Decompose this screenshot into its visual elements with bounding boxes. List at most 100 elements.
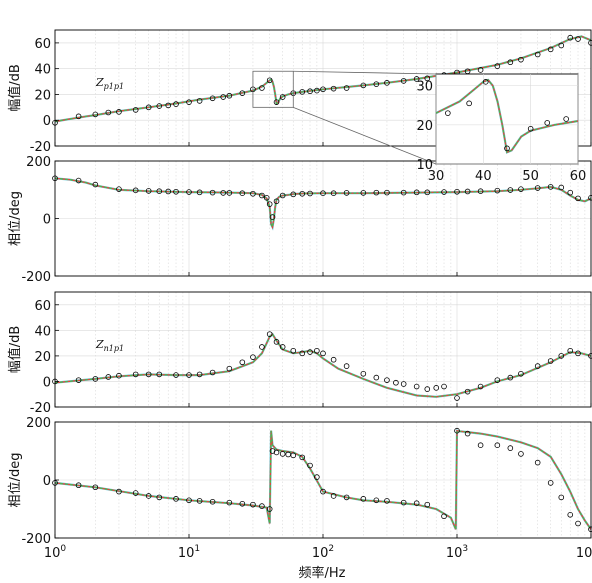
- y-axis-label: 相位/deg: [8, 453, 23, 508]
- data-point: [413, 500, 420, 507]
- data-point: [575, 195, 581, 202]
- data-point: [343, 494, 350, 501]
- zoom-box: [252, 70, 294, 108]
- data-point: [464, 188, 471, 195]
- y-tick-label: 20: [34, 350, 51, 365]
- data-point: [259, 503, 265, 509]
- data-point: [132, 187, 139, 194]
- data-point: [567, 34, 574, 41]
- data-point: [186, 189, 192, 195]
- panel-frame: [54, 160, 592, 277]
- data-point: [145, 104, 152, 111]
- data-point: [384, 189, 390, 196]
- data-point: [173, 372, 179, 378]
- y-tick-label: 0: [43, 213, 51, 228]
- x-axis-label: 频率/Hz: [299, 565, 346, 581]
- data-point: [413, 189, 420, 196]
- data-point: [477, 188, 484, 194]
- data-point: [209, 95, 216, 102]
- y-tick-label: 200: [26, 155, 51, 170]
- inset-layer: 30 40 50 60 10 20 30: [252, 70, 586, 184]
- data-point: [441, 189, 447, 195]
- data-point: [320, 190, 326, 197]
- data-point: [373, 189, 380, 196]
- data-point: [567, 189, 574, 196]
- data-point: [343, 363, 350, 369]
- data-point: [75, 482, 82, 489]
- data-point: [507, 59, 514, 66]
- data-point: [250, 190, 256, 197]
- y-tick-label: -20: [30, 401, 51, 416]
- data-point: [290, 347, 297, 354]
- data-point: [464, 388, 471, 395]
- panel-frame: [54, 29, 592, 147]
- data-point: [384, 498, 390, 504]
- data-point: [477, 67, 484, 73]
- data-point: [220, 94, 227, 100]
- data-point: [279, 451, 286, 457]
- data-point: [226, 365, 233, 372]
- data-point: [226, 190, 233, 196]
- y-axis-label: 幅值/dB: [7, 326, 23, 374]
- y-axis-label: 幅值/dB: [7, 64, 23, 112]
- data-point: [173, 188, 179, 195]
- y-tick-label: 0: [43, 114, 51, 129]
- data-point: [330, 493, 337, 499]
- inset-y-tick-label: 10: [416, 158, 433, 173]
- data-point: [92, 181, 99, 188]
- data-point: [558, 494, 565, 501]
- data-point: [424, 501, 431, 508]
- data-point: [239, 500, 246, 507]
- data-point: [116, 186, 122, 192]
- axes-layer: 100101102103104-200204060幅值/dBZp1p1-2000…: [7, 29, 592, 561]
- inset-series-line-green: [435, 79, 579, 154]
- y-tick-label: 200: [26, 416, 51, 431]
- data-point: [266, 77, 273, 84]
- data-point: [373, 374, 380, 381]
- y-tick-label: 60: [34, 37, 51, 52]
- data-point: [156, 103, 163, 109]
- data-point: [209, 369, 216, 376]
- inset-data-point: [445, 110, 451, 116]
- data-point: [393, 379, 399, 386]
- data-point: [314, 347, 320, 354]
- data-point: [273, 449, 280, 456]
- inset-data-point: [544, 120, 551, 126]
- data-point: [518, 56, 524, 63]
- data-point: [279, 192, 286, 199]
- data-point: [226, 92, 233, 99]
- data-point: [105, 374, 112, 380]
- data-point: [250, 501, 256, 508]
- data-point: [307, 190, 313, 197]
- data-point: [330, 356, 337, 363]
- inset-data-point: [504, 145, 510, 152]
- data-point: [186, 99, 192, 105]
- data-point: [330, 85, 337, 92]
- data-point: [165, 188, 172, 195]
- data-point: [92, 111, 99, 118]
- data-point: [132, 371, 139, 378]
- x-tick-label: 104: [576, 544, 592, 561]
- data-point: [575, 36, 581, 42]
- data-point: [558, 184, 565, 191]
- data-point: [360, 370, 367, 377]
- data-point: [165, 102, 172, 109]
- data-point: [534, 459, 541, 466]
- data-point: [266, 201, 273, 207]
- data-point: [156, 494, 163, 501]
- data-point: [239, 90, 246, 96]
- inset-x-tick-label: 50: [522, 169, 539, 184]
- data-point: [454, 395, 460, 401]
- data-point: [92, 484, 99, 491]
- data-point: [494, 442, 501, 449]
- data-point: [518, 186, 524, 192]
- data-point: [196, 189, 203, 196]
- data-point: [259, 344, 265, 350]
- data-point: [400, 499, 407, 506]
- data-point: [273, 339, 280, 345]
- data-point: [273, 198, 280, 205]
- data-point: [575, 520, 581, 527]
- y-axis-label: 相位/deg: [8, 191, 23, 246]
- inset-data-point: [482, 79, 489, 85]
